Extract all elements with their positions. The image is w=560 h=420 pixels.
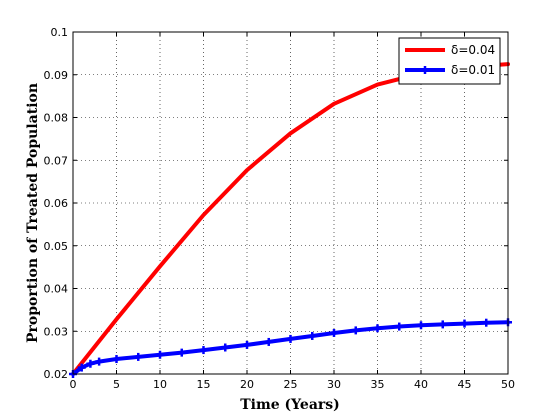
legend-box [398, 37, 501, 85]
data-point-marker [460, 319, 469, 328]
data-point-marker [351, 326, 360, 335]
x-tick-label: 50 [501, 378, 515, 391]
data-point-marker [395, 322, 404, 331]
axis-ticks: 0 5 10 15 20 25 30 35 40 45 50 0.02 0.03 0.04 0.05 0.06… [44, 26, 516, 391]
x-tick-label: 15 [197, 378, 211, 391]
data-point-marker [86, 359, 95, 368]
y-axis-label: Proportion of Treated Population [25, 83, 41, 343]
data-point-marker [438, 320, 447, 329]
x-tick-label: 5 [113, 378, 120, 391]
x-tick-label: 40 [414, 378, 428, 391]
legend: δ=0.04 δ=0.01 [398, 37, 501, 85]
x-tick-label: 25 [284, 378, 298, 391]
data-point-marker [95, 357, 104, 366]
data-point-marker [134, 352, 143, 361]
data-point-marker [77, 363, 86, 372]
legend-label: δ=0.04 [451, 43, 495, 57]
x-axis-label: Time (Years) [240, 397, 340, 413]
y-tick-label: 0.05 [44, 240, 69, 253]
y-tick-label: 0.06 [44, 197, 69, 210]
x-tick-label: 0 [70, 378, 77, 391]
y-tick-label: 0.09 [44, 69, 69, 82]
y-tick-label: 0.08 [44, 112, 69, 125]
x-tick-label: 30 [327, 378, 341, 391]
data-point-marker [330, 328, 338, 337]
data-point-marker [373, 324, 382, 333]
grid-lines [73, 32, 508, 374]
data-point-marker [177, 348, 186, 357]
data-point-marker [286, 334, 295, 343]
data-point-marker [243, 340, 251, 349]
y-tick-label: 0.04 [44, 283, 69, 296]
data-point-marker [156, 350, 164, 359]
legend-label: δ=0.01 [451, 63, 495, 77]
data-point-marker [221, 343, 230, 352]
y-tick-label: 0.03 [44, 325, 69, 338]
x-tick-label: 10 [153, 378, 167, 391]
data-point-marker [482, 318, 491, 327]
x-tick-label: 20 [240, 378, 254, 391]
data-point-marker [417, 321, 425, 330]
data-point-marker [199, 346, 208, 355]
series-group [69, 62, 512, 378]
x-tick-label: 45 [458, 378, 472, 391]
y-tick-label: 0.07 [44, 154, 69, 167]
y-tick-label: 0.02 [44, 368, 69, 381]
y-tick-label: 0.1 [51, 26, 69, 39]
data-point-marker [264, 337, 273, 346]
x-tick-label: 35 [371, 378, 385, 391]
data-point-marker [112, 355, 121, 364]
data-point-marker [308, 331, 317, 340]
